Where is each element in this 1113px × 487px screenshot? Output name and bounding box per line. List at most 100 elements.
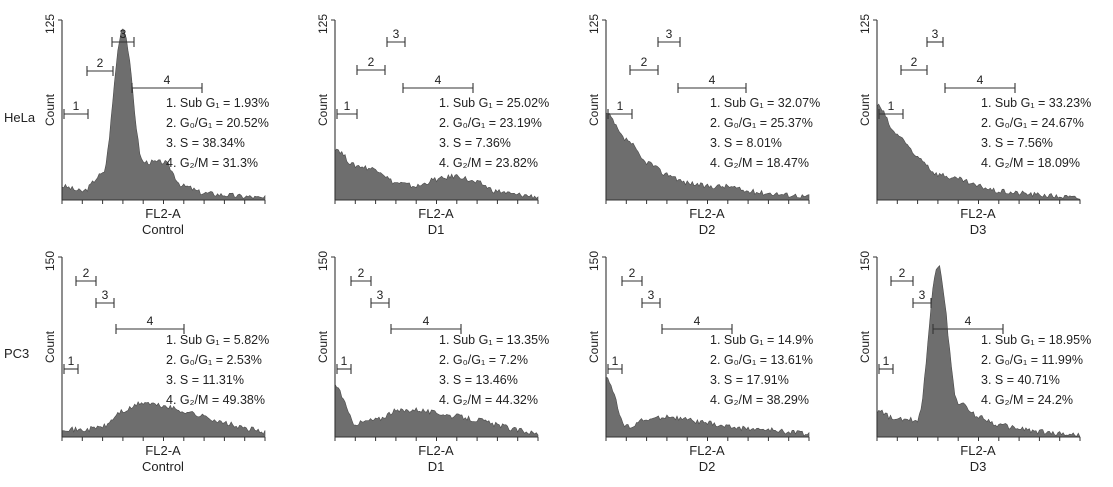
stat-line-2: 2. G₀/G₁ = 23.19% xyxy=(439,116,542,130)
gate-2-label: 2 xyxy=(358,266,365,280)
gate-3-label: 3 xyxy=(393,27,400,41)
gate-4-label: 4 xyxy=(147,314,154,328)
y-max-label: 125 xyxy=(587,14,601,34)
y-max-label: 150 xyxy=(43,251,57,271)
y-max-label: 150 xyxy=(316,251,330,271)
panel-pc3-d2: 150 Count FL2-AD2 1 23 4 1. Sub G₁ = 14.9% 2. G… xyxy=(587,251,813,474)
gate-3-label: 3 xyxy=(120,27,127,41)
y-max-label: 125 xyxy=(316,14,330,34)
y-axis-label: Count xyxy=(316,93,330,126)
gate-4-label: 4 xyxy=(694,314,701,328)
condition-label: D3 xyxy=(970,459,987,474)
condition-label: D1 xyxy=(428,459,445,474)
gate-1-label: 1 xyxy=(612,354,619,368)
panel-hela-d3: 125 Count FL2-AD3 1 23 4 1. Sub G₁ = 33.23% 2. … xyxy=(858,14,1091,237)
y-max-label: 150 xyxy=(858,251,872,271)
stat-line-3: 3. S = 40.71% xyxy=(981,373,1060,387)
condition-label: Control xyxy=(142,459,184,474)
stat-line-1: 1. Sub G₁ = 14.9% xyxy=(710,333,813,347)
gate-1-label: 1 xyxy=(888,99,895,113)
x-axis-label: FL2-A xyxy=(145,206,181,221)
gate-4-label: 4 xyxy=(435,73,442,87)
stat-line-2: 2. G₀/G₁ = 24.67% xyxy=(981,116,1084,130)
histogram-area xyxy=(334,383,539,438)
y-max-label: 125 xyxy=(43,14,57,34)
histogram-area xyxy=(605,376,810,438)
gate-4-label: 4 xyxy=(977,73,984,87)
stat-line-2: 2. G₀/G₁ = 2.53% xyxy=(166,353,262,367)
gate-1-label: 1 xyxy=(883,354,890,368)
gate-2-label: 2 xyxy=(899,266,906,280)
y-axis-label: Count xyxy=(587,93,601,126)
gate-4-label: 4 xyxy=(423,314,430,328)
stat-line-4: 4. G₂/M = 23.82% xyxy=(439,156,538,170)
stat-line-4: 4. G₂/M = 18.47% xyxy=(710,156,809,170)
stat-line-3: 3. S = 7.36% xyxy=(439,136,511,150)
stat-line-4: 4. G₂/M = 18.09% xyxy=(981,156,1080,170)
gate-1-label: 1 xyxy=(68,354,75,368)
stat-line-4: 4. G₂/M = 38.29% xyxy=(710,393,809,407)
gate-3-label: 3 xyxy=(666,27,673,41)
gate-1-label: 1 xyxy=(617,99,624,113)
stat-line-1: 1. Sub G₁ = 25.02% xyxy=(439,96,549,110)
condition-label: D3 xyxy=(970,222,987,237)
gate-4-label: 4 xyxy=(709,73,716,87)
y-axis-label: Count xyxy=(43,330,57,363)
row-label-hela: HeLa xyxy=(4,110,36,125)
panel-pc3-d3: 150 Count FL2-AD3 1 23 4 1. Sub G₁ = 18.95% 2. … xyxy=(858,251,1091,474)
stat-line-3: 3. S = 11.31% xyxy=(166,373,244,387)
stat-line-3: 3. S = 8.01% xyxy=(710,136,782,150)
y-max-label: 150 xyxy=(587,251,601,271)
gate-2-label: 2 xyxy=(368,55,375,69)
stat-line-4: 4. G₂/M = 31.3% xyxy=(166,156,258,170)
histogram-area xyxy=(876,103,1081,201)
x-axis-label: FL2-A xyxy=(689,443,725,458)
stat-line-2: 2. G₀/G₁ = 20.52% xyxy=(166,116,269,130)
y-axis-label: Count xyxy=(587,330,601,363)
gate-3-label: 3 xyxy=(932,27,939,41)
y-max-label: 125 xyxy=(858,14,872,34)
stat-line-2: 2. G₀/G₁ = 7.2% xyxy=(439,353,528,367)
stat-line-1: 1. Sub G₁ = 5.82% xyxy=(166,333,269,347)
stat-line-2: 2. G₀/G₁ = 13.61% xyxy=(710,353,813,367)
stat-line-1: 1. Sub G₁ = 33.23% xyxy=(981,96,1091,110)
panel-pc3-d1: 150 Count FL2-AD1 1 23 4 1. Sub G₁ = 13.35% 2. … xyxy=(316,251,549,474)
gate-3-label: 3 xyxy=(648,288,655,302)
stat-line-3: 3. S = 13.46% xyxy=(439,373,518,387)
x-axis-label: FL2-A xyxy=(960,443,996,458)
gate-1-label: 1 xyxy=(344,99,351,113)
histogram-area xyxy=(605,112,810,201)
x-axis-label: FL2-A xyxy=(960,206,996,221)
stat-line-2: 2. G₀/G₁ = 25.37% xyxy=(710,116,813,130)
panel-hela-d2: 125 Count FL2-AD2 1 2 3 4 1. Sub G₁ = 32.07% 2. … xyxy=(587,14,820,237)
condition-label: D2 xyxy=(699,459,716,474)
gate-4-label: 4 xyxy=(965,314,972,328)
stat-line-4: 4. G₂/M = 24.2% xyxy=(981,393,1073,407)
y-axis-label: Count xyxy=(316,330,330,363)
x-axis-label: FL2-A xyxy=(145,443,181,458)
gate-2-label: 2 xyxy=(83,266,90,280)
y-axis-label: Count xyxy=(858,93,872,126)
gate-4-label: 4 xyxy=(164,73,171,87)
x-axis-label: FL2-A xyxy=(418,206,454,221)
stat-line-1: 1. Sub G₁ = 1.93% xyxy=(166,96,269,110)
gate-2-label: 2 xyxy=(629,266,636,280)
stat-line-3: 3. S = 38.34% xyxy=(166,136,245,150)
condition-label: D1 xyxy=(428,222,445,237)
x-axis-label: FL2-A xyxy=(418,443,454,458)
x-axis-label: FL2-A xyxy=(689,206,725,221)
condition-label: Control xyxy=(142,222,184,237)
histogram-area xyxy=(61,401,266,438)
stat-line-4: 4. G₂/M = 44.32% xyxy=(439,393,538,407)
stat-line-1: 1. Sub G₁ = 18.95% xyxy=(981,333,1091,347)
stat-line-1: 1. Sub G₁ = 32.07% xyxy=(710,96,820,110)
histogram-area xyxy=(61,28,266,201)
histogram-area xyxy=(334,148,539,201)
gate-3-label: 3 xyxy=(919,288,926,302)
stat-line-4: 4. G₂/M = 49.38% xyxy=(166,393,265,407)
stat-line-2: 2. G₀/G₁ = 11.99% xyxy=(981,353,1083,367)
y-axis-label: Count xyxy=(43,93,57,126)
